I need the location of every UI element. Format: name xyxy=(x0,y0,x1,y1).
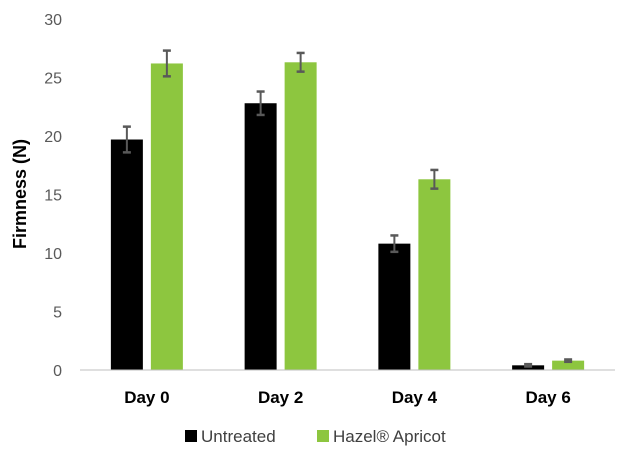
error-bars-group xyxy=(122,49,573,368)
category-label-day-0: Day 0 xyxy=(124,388,169,407)
error-bar-hazel-apricot-day-0 xyxy=(162,49,171,78)
y-tick-label-5: 5 xyxy=(53,305,62,322)
bar-hazel-apricot-day-2 xyxy=(284,62,317,370)
error-bar-untreated-day-0 xyxy=(122,125,131,154)
y-tick-label-25: 25 xyxy=(44,71,62,88)
error-bar-untreated-day-2 xyxy=(256,90,265,117)
legend: Untreated Hazel® Apricot xyxy=(185,427,446,446)
bar-hazel-apricot-day-6 xyxy=(552,360,585,370)
bar-hazel-apricot-day-0 xyxy=(150,63,183,371)
y-tick-label-20: 20 xyxy=(44,129,62,146)
legend-label-hazel-apricot: Hazel® Apricot xyxy=(333,427,446,446)
category-label-day-4: Day 4 xyxy=(392,388,438,407)
category-label-day-6: Day 6 xyxy=(525,388,570,407)
error-bar-untreated-day-6 xyxy=(524,362,533,368)
bar-untreated-day-2 xyxy=(244,103,277,371)
y-tick-label-0: 0 xyxy=(53,363,62,380)
y-axis-title: Firmness (N) xyxy=(10,139,30,249)
y-axis-ticks: 0 5 10 15 20 25 30 xyxy=(44,12,62,380)
category-label-day-2: Day 2 xyxy=(258,388,303,407)
bar-untreated-day-4 xyxy=(378,243,411,370)
bar-untreated-day-0 xyxy=(110,139,143,370)
error-bar-untreated-day-4 xyxy=(390,234,399,254)
y-tick-label-10: 10 xyxy=(44,246,62,263)
error-bar-hazel-apricot-day-6 xyxy=(564,358,573,364)
category-labels: Day 0 Day 2 Day 4 Day 6 xyxy=(124,388,571,407)
bar-hazel-apricot-day-4 xyxy=(418,179,451,370)
y-tick-label-30: 30 xyxy=(44,12,62,29)
bars-group xyxy=(110,62,585,371)
legend-swatch-untreated xyxy=(185,430,197,442)
legend-swatch-hazel-apricot xyxy=(317,430,329,442)
y-tick-label-15: 15 xyxy=(44,188,62,205)
error-bar-hazel-apricot-day-4 xyxy=(430,168,439,190)
legend-label-untreated: Untreated xyxy=(201,427,276,446)
error-bar-hazel-apricot-day-2 xyxy=(296,51,305,73)
